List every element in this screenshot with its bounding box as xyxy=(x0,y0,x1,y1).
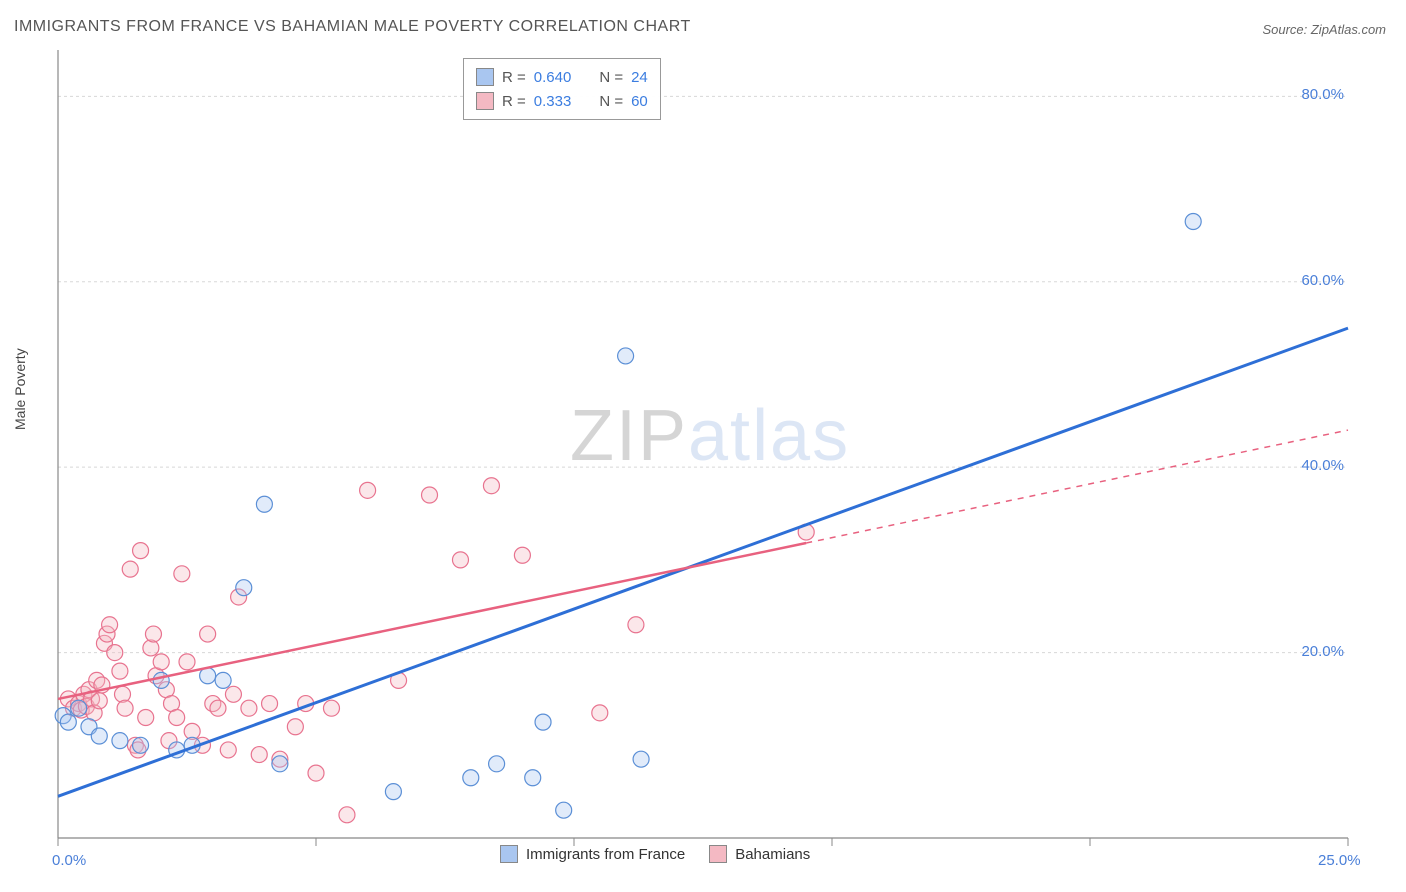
y-tick-label: 60.0% xyxy=(1288,272,1344,289)
series2-label: Bahamians xyxy=(735,846,810,863)
x-tick-label: 25.0% xyxy=(1318,852,1361,869)
scatter-chart xyxy=(0,0,1406,892)
swatch-series2 xyxy=(476,92,494,110)
legend-row-series2: R = 0.333 N = 60 xyxy=(476,89,648,113)
n-value-series1: 24 xyxy=(631,69,648,86)
n-label: N = xyxy=(599,93,623,110)
series1-label: Immigrants from France xyxy=(526,846,685,863)
n-label: N = xyxy=(599,69,623,86)
legend-item-series1: Immigrants from France xyxy=(500,845,685,863)
n-value-series2: 60 xyxy=(631,93,648,110)
y-tick-label: 20.0% xyxy=(1288,643,1344,660)
swatch-series2-bottom xyxy=(709,845,727,863)
r-label: R = xyxy=(502,69,526,86)
series-legend: Immigrants from France Bahamians xyxy=(500,845,810,863)
x-tick-label: 0.0% xyxy=(52,852,86,869)
r-label: R = xyxy=(502,93,526,110)
y-tick-label: 40.0% xyxy=(1288,457,1344,474)
legend-item-series2: Bahamians xyxy=(709,845,810,863)
y-tick-label: 80.0% xyxy=(1288,86,1344,103)
swatch-series1-bottom xyxy=(500,845,518,863)
legend-row-series1: R = 0.640 N = 24 xyxy=(476,65,648,89)
r-value-series1: 0.640 xyxy=(534,69,572,86)
swatch-series1 xyxy=(476,68,494,86)
r-value-series2: 0.333 xyxy=(534,93,572,110)
correlation-legend: R = 0.640 N = 24 R = 0.333 N = 60 xyxy=(463,58,661,120)
